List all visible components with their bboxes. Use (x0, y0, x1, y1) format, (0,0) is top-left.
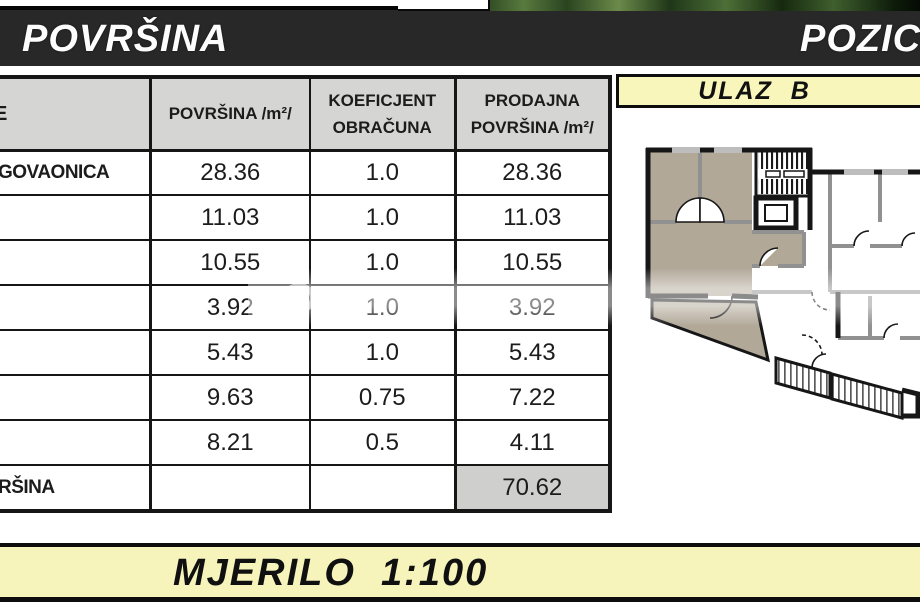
table-row: 10.55 1.0 10.55 (0, 239, 612, 286)
entrance-label: ULAZ B (698, 76, 811, 105)
table-row: 11.03 1.0 11.03 (0, 194, 612, 241)
total-coefficient-cell (309, 464, 457, 513)
scale-bar: MJERILO 1:100 (0, 543, 920, 602)
sale-area-cell: 3.92 (454, 284, 612, 331)
coefficient-cell: 1.0 (309, 284, 457, 331)
area-section-title: POVRŠINA (22, 18, 229, 60)
sale-area-column-header: PRODAJNA POVRŠINA /m²/ (454, 75, 612, 152)
rooms-header-fragment: E (0, 98, 7, 130)
coefficient-header-line2: OBRAČUNA (332, 117, 432, 137)
coefficient-cell: 1.0 (309, 149, 457, 196)
table-header-row: E POVRŠINA /m²/ KOEFICJENT OBRAČUNA PROD… (0, 75, 612, 152)
total-label-cell: RŠINA (0, 464, 152, 513)
entrance-banner: ULAZ B (616, 74, 920, 108)
coefficient-header-line1: KOEFICJENT (328, 90, 437, 110)
area-cell: 8.21 (149, 419, 311, 466)
room-label-cell (0, 329, 152, 376)
sale-area-cell: 10.55 (454, 239, 612, 286)
coefficient-column-header: KOEFICJENT OBRAČUNA (309, 75, 457, 152)
room-label-cell (0, 194, 152, 241)
total-area-cell (149, 464, 311, 513)
table-row: GOVAONICA 28.36 1.0 28.36 (0, 149, 612, 196)
room-label-cell: GOVAONICA (0, 149, 152, 196)
room-label-cell (0, 374, 152, 421)
floor-plan (645, 147, 920, 420)
sale-header-line2: POVRŠINA /m²/ (470, 117, 594, 137)
table-row: 5.43 1.0 5.43 (0, 329, 612, 376)
total-row: RŠINA 70.62 (0, 464, 612, 513)
area-table: E POVRŠINA /m²/ KOEFICJENT OBRAČUNA PROD… (0, 75, 612, 513)
coefficient-cell: 1.0 (309, 329, 457, 376)
room-label: GOVAONICA (0, 161, 110, 183)
sale-header-line1: PRODAJNA (484, 90, 580, 110)
area-cell: 10.55 (149, 239, 311, 286)
area-cell: 11.03 (149, 194, 311, 241)
area-column-header: POVRŠINA /m²/ (149, 75, 311, 152)
top-white-tab (398, 0, 490, 11)
area-cell: 5.43 (149, 329, 311, 376)
coefficient-cell: 0.5 (309, 419, 457, 466)
sale-area-cell: 5.43 (454, 329, 612, 376)
area-cell: 9.63 (149, 374, 311, 421)
table-row: 8.21 0.5 4.11 (0, 419, 612, 466)
coefficient-cell: 1.0 (309, 194, 457, 241)
table-row: 9.63 0.75 7.22 (0, 374, 612, 421)
table-row: 3.92 1.0 3.92 (0, 284, 612, 331)
elevator (753, 195, 799, 231)
stairwell (754, 148, 812, 198)
rooms-column-header: E (0, 75, 152, 152)
total-label: RŠINA (0, 476, 55, 498)
sale-area-cell: 7.22 (454, 374, 612, 421)
area-cell: 3.92 (149, 284, 311, 331)
coefficient-cell: 0.75 (309, 374, 457, 421)
title-bar: POVRŠINA POZIC (0, 6, 920, 66)
room-label-cell (0, 284, 152, 331)
trees-photo-strip (489, 0, 920, 11)
room-label-cell (0, 419, 152, 466)
sale-area-cell: 4.11 (454, 419, 612, 466)
sale-area-cell: 28.36 (454, 149, 612, 196)
room-label-cell (0, 239, 152, 286)
window-segments (672, 147, 908, 175)
balconies (774, 356, 904, 420)
position-section-title: POZIC (800, 18, 920, 60)
coefficient-cell: 1.0 (309, 239, 457, 286)
sale-area-cell: 11.03 (454, 194, 612, 241)
total-sale-area-cell: 70.62 (454, 464, 612, 513)
area-cell: 28.36 (149, 149, 311, 196)
scale-label: MJERILO 1:100 (173, 552, 489, 594)
